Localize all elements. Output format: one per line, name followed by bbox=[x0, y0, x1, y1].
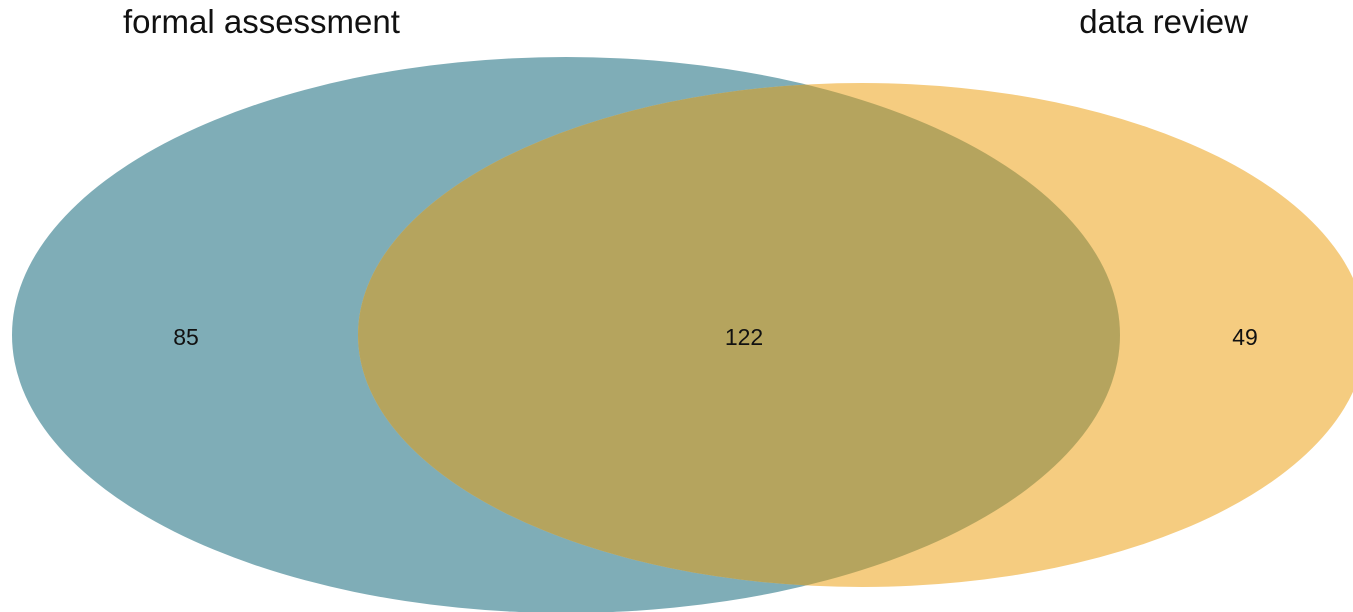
set-label-formal-assessment: formal assessment bbox=[123, 3, 400, 40]
count-intersection: 122 bbox=[725, 324, 763, 350]
set-label-data-review: data review bbox=[1079, 3, 1248, 40]
count-data-review-only: 49 bbox=[1232, 324, 1258, 350]
count-formal-assessment-only: 85 bbox=[173, 324, 199, 350]
